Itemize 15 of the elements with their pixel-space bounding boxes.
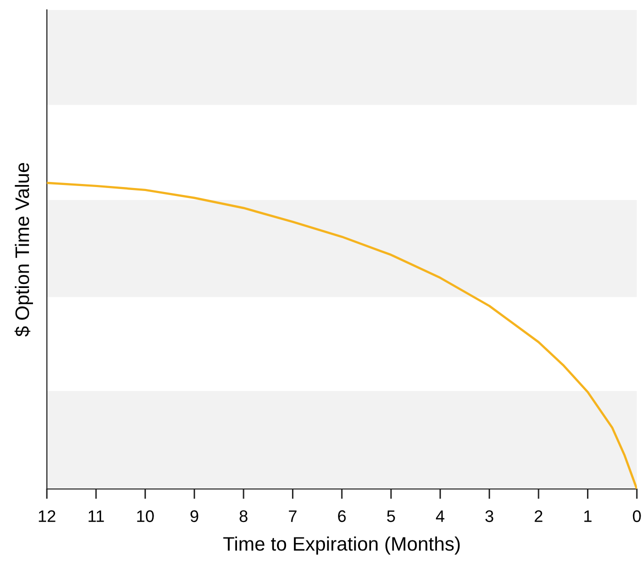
- x-tick-label: 6: [338, 510, 346, 522]
- x-tick-label: 8: [240, 510, 248, 522]
- y-axis-title: $ Option Time Value: [14, 162, 33, 337]
- x-tick-label: 2: [534, 510, 542, 522]
- x-tick-label: 5: [387, 510, 395, 522]
- x-tick-label: 4: [436, 510, 444, 522]
- x-tick-label: 9: [190, 510, 198, 522]
- x-tick-label: 7: [288, 510, 296, 522]
- x-tick-label: 1: [584, 510, 592, 522]
- x-tick-label: 11: [88, 510, 104, 522]
- x-tick-label: 10: [137, 510, 154, 522]
- x-axis-title: Time to Expiration (Months): [223, 536, 460, 555]
- x-tick-label: 3: [485, 510, 494, 522]
- x-tick-label: 12: [38, 510, 56, 522]
- x-tick-label: 0: [632, 510, 641, 522]
